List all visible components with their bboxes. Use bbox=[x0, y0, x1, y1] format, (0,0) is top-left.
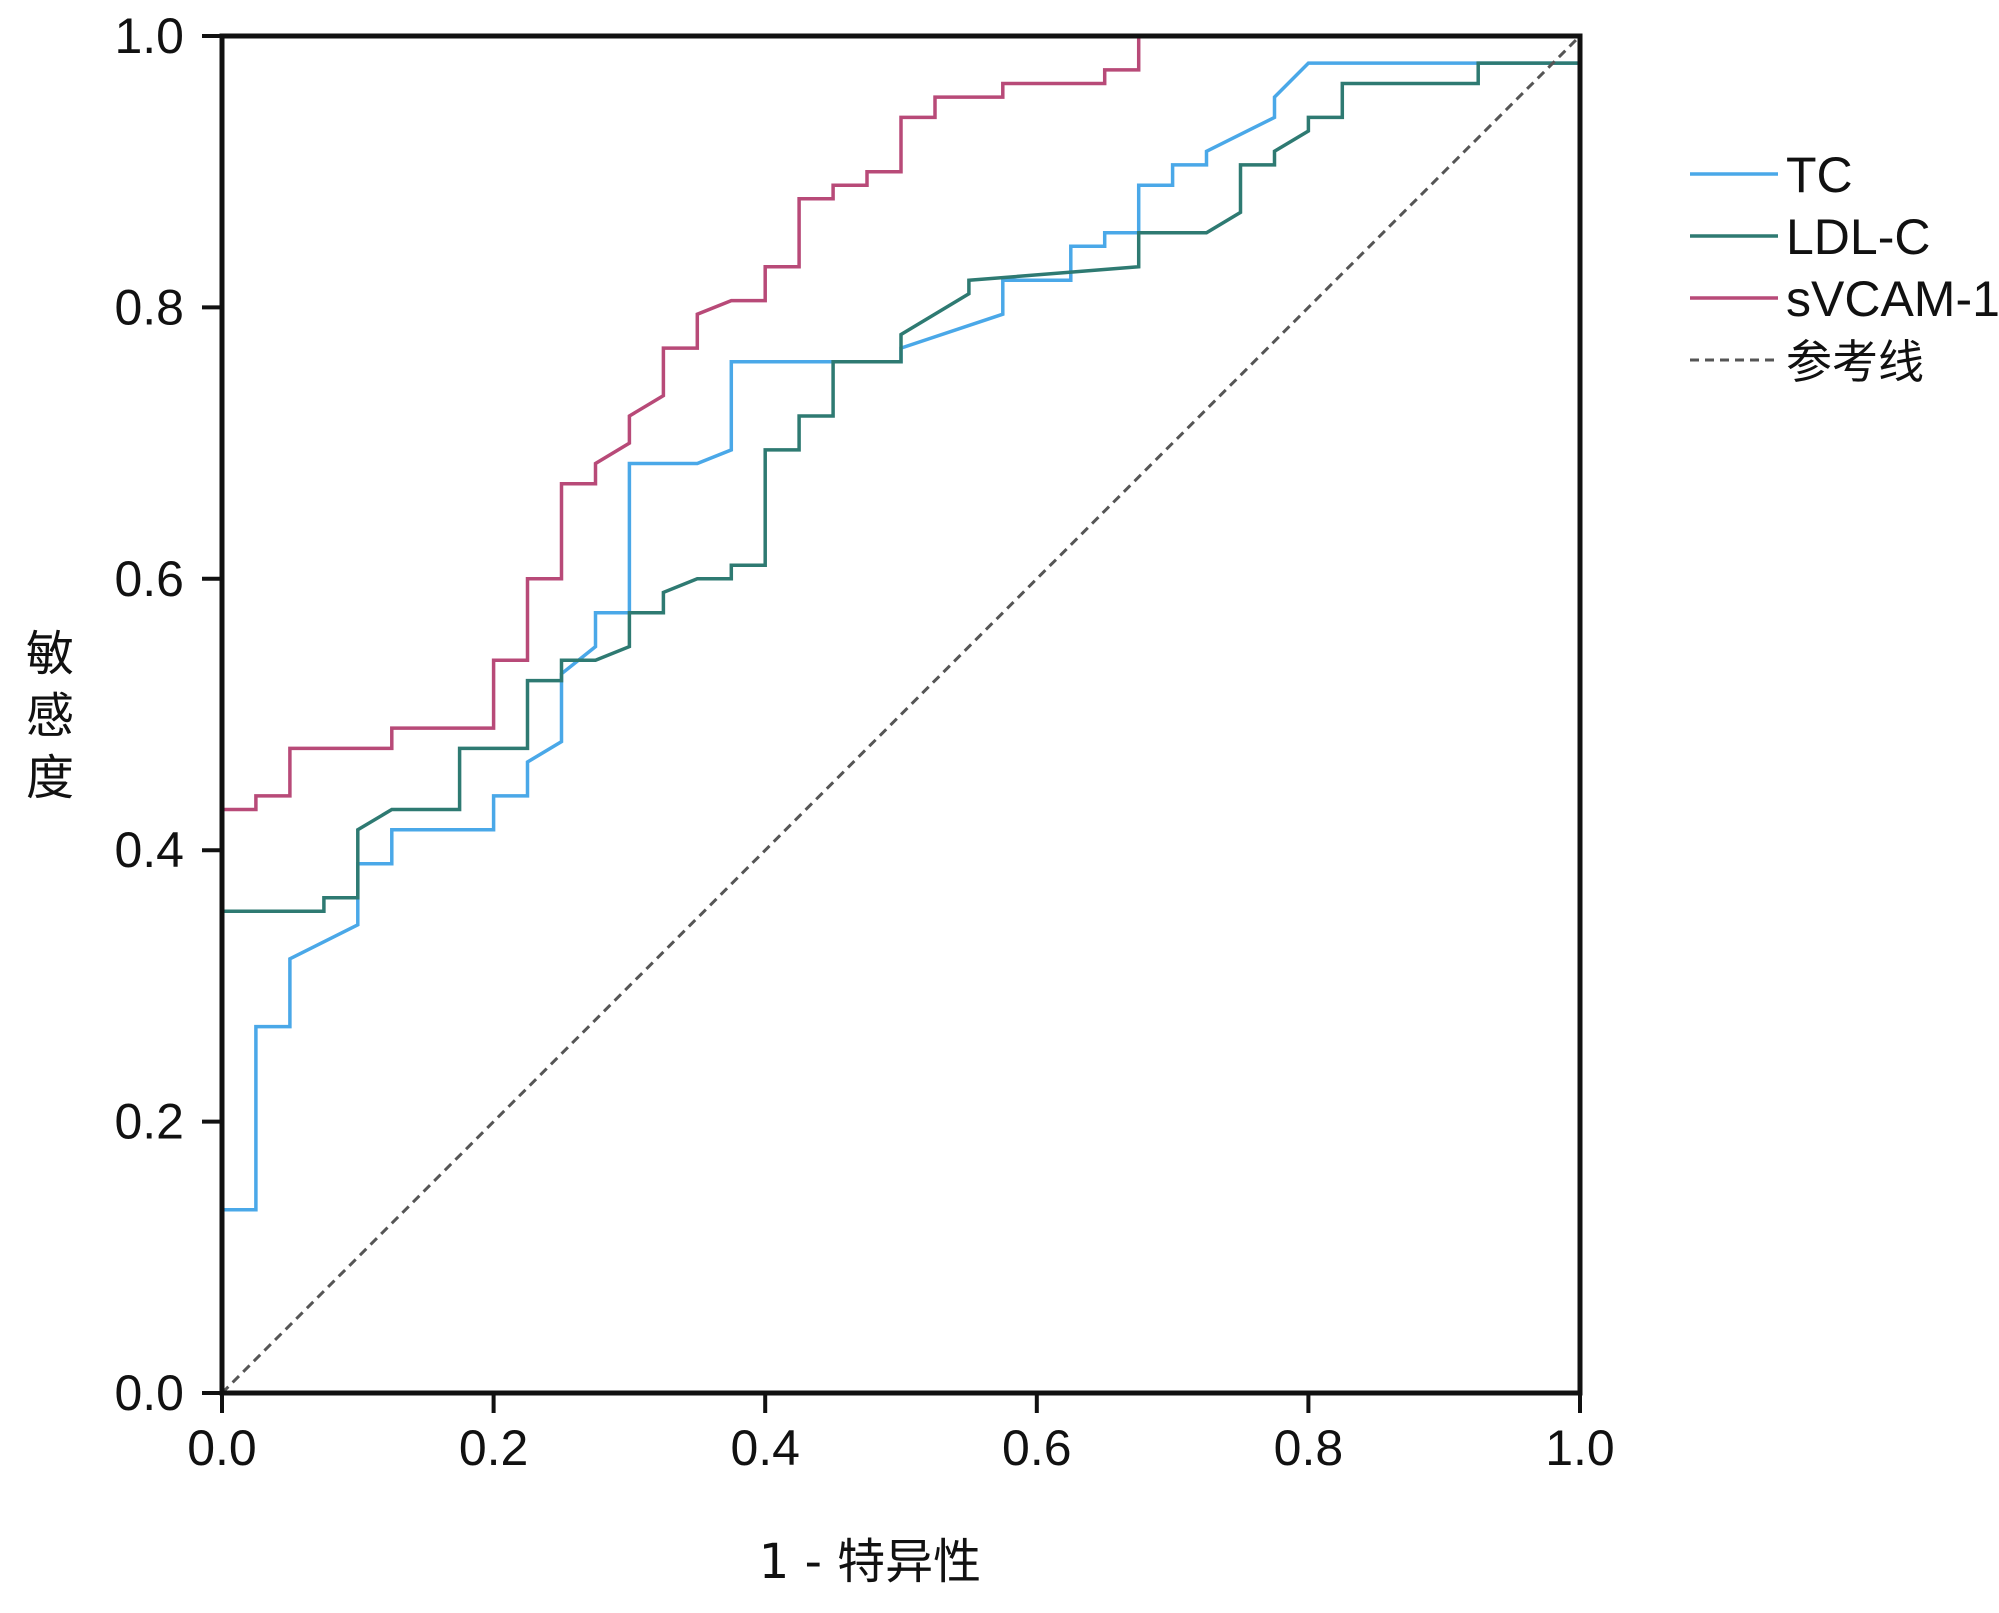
y-tick-label: 0.2 bbox=[114, 1094, 184, 1150]
series-line-ldl-c bbox=[222, 61, 1580, 914]
x-tick-label: 0.2 bbox=[459, 1420, 529, 1476]
plot-frame bbox=[219, 33, 1583, 1396]
y-axis-title: 敏感度 bbox=[26, 626, 74, 806]
series-line-svcam-1 bbox=[222, 36, 1141, 812]
x-tick-label: 0.6 bbox=[1002, 1420, 1072, 1476]
series-line-tc bbox=[222, 61, 1580, 1212]
y-tick-label: 0.8 bbox=[114, 279, 184, 335]
legend-label-ldl-c: LDL-C bbox=[1786, 209, 1930, 265]
x-tick-label: 1.0 bbox=[1545, 1420, 1615, 1476]
y-tick-label: 0.6 bbox=[114, 551, 184, 607]
y-tick-label: 0.4 bbox=[114, 822, 184, 878]
legend-label-svcam-1: sVCAM-1 bbox=[1786, 271, 1999, 327]
ticks-layer: 0.0 0.2 0.4 0.6 0.8 1.0 0.0 0.2 0.4 0.6 0.8 1.0 bbox=[114, 8, 1614, 1476]
x-tick-label: 0.4 bbox=[730, 1420, 800, 1476]
y-tick-label: 0.0 bbox=[114, 1365, 184, 1421]
series-layer bbox=[220, 34, 1582, 1395]
x-tick-label: 0.0 bbox=[187, 1420, 257, 1476]
legend-label-tc: TC bbox=[1786, 147, 1853, 203]
x-tick-label: 0.8 bbox=[1274, 1420, 1344, 1476]
series-line-reference-line bbox=[220, 34, 1582, 1395]
legend: TC LDL-C sVCAM-1 参考线 bbox=[1690, 147, 1999, 389]
x-axis-title: 1 - 特异性 bbox=[759, 1534, 981, 1590]
y-tick-label: 1.0 bbox=[114, 8, 184, 64]
legend-label-reference-line: 参考线 bbox=[1786, 335, 1924, 389]
